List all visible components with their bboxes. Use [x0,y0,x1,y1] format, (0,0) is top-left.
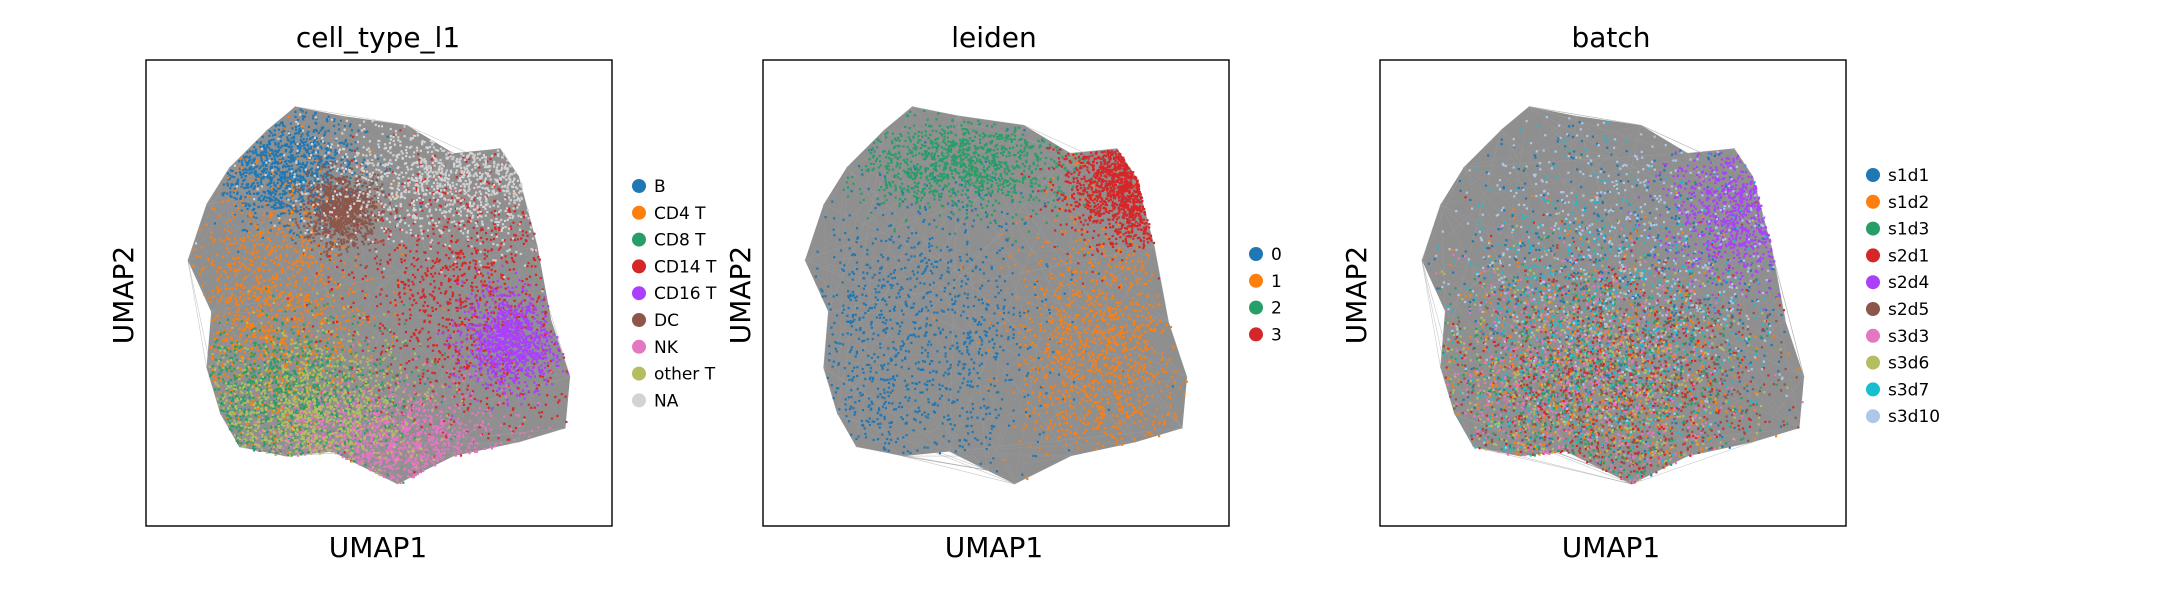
legend-label: other T [654,365,716,385]
category-points-1 [932,153,1188,481]
legend-label: s3d7 [1888,380,1929,400]
legend-marker [632,259,646,274]
category-points-s3d7 [1436,120,1770,479]
y-axis-label: UMAP2 [107,246,140,345]
legend-marker [632,366,646,381]
x-axis-label: UMAP1 [945,531,1044,564]
legend-label: s3d3 [1888,327,1929,347]
legend-label: s1d3 [1888,220,1929,240]
legend-label: s2d1 [1888,246,1929,266]
legend-marker [632,232,646,247]
category-points-nk [226,340,553,485]
legend-label: CD14 T [654,257,717,277]
scatter-points [814,109,1188,481]
legend-marker [1866,275,1880,290]
x-axis-label: UMAP1 [329,531,428,564]
legend-marker [1866,168,1880,182]
legend-label: s1d1 [1888,166,1929,186]
category-points-s3d3 [1435,178,1804,484]
legend-label: CD16 T [654,284,717,304]
category-points-s2d4 [1628,151,1781,346]
legend-marker [1866,302,1880,316]
panel-leiden: 0 1 2 3 leiden UMAP1 UMAP2 [724,21,1282,564]
legend-label: s3d10 [1888,407,1940,427]
legend-marker [1249,247,1263,261]
legend: 0 1 2 3 [1249,245,1282,345]
legend-label: B [654,177,666,197]
legend-marker [1866,328,1880,343]
legend-marker [1866,248,1880,263]
category-points-2 [842,109,1134,256]
panel-title: leiden [951,21,1037,54]
graph-edges [1421,106,1805,485]
legend-marker [1249,300,1263,315]
legend-label: s2d4 [1888,273,1929,293]
legend: B CD4 T CD8 T CD14 T CD16 T DC NK other T NA [632,177,717,411]
graph-edges-area [804,106,1188,485]
legend-label: 0 [1271,245,1282,265]
legend: s1d1 s1d2 s1d3 s2d1 s2d4 s2d5 s3d3 s3d6 s3d7 s3d1… [1866,166,1940,427]
legend-label: 1 [1271,272,1282,292]
legend-label: NK [654,338,679,358]
legend-label: DC [654,311,679,331]
legend-marker [1866,194,1880,209]
scatter-points [192,108,570,485]
category-points-na [195,113,544,293]
axes-frame [762,59,1230,527]
category-points-3 [1020,146,1160,289]
panel-batch: s1d1 s1d2 s1d3 s2d1 s2d4 s2d5 s3d3 s3d6 s3d7 s3d1… [1340,21,1940,564]
legend-marker [1866,221,1880,236]
y-axis-label: UMAP2 [724,246,757,345]
legend-marker [1866,382,1880,397]
scatter-points [1427,116,1804,484]
legend-label: s3d6 [1888,354,1929,374]
axes-frame [145,59,613,527]
legend-marker [632,286,646,301]
category-points-cd4-t [192,115,464,460]
legend-label: s1d2 [1888,193,1929,213]
category-points-cd16-t [436,264,570,418]
category-points-0 [814,128,1174,476]
legend-marker [632,393,646,408]
category-points-other-t [208,283,526,477]
x-axis-label: UMAP1 [1562,531,1661,564]
legend-marker [1866,355,1880,370]
legend-label: 2 [1271,299,1282,319]
panel-cell-type: B CD4 T CD8 T CD14 T CD16 T DC NK other T NA cell… [107,21,717,564]
legend-label: CD8 T [654,231,706,251]
legend-marker [632,205,646,220]
legend-marker [632,313,646,327]
legend-marker [632,339,646,354]
panel-title: cell_type_l1 [296,21,460,54]
axes-frame [1379,59,1847,527]
y-axis-label: UMAP2 [1340,246,1373,345]
legend-label: 3 [1271,325,1282,345]
category-points-s3d6 [1440,156,1789,481]
legend-marker [632,179,646,193]
legend-label: s2d5 [1888,300,1929,320]
legend-label: NA [654,391,679,411]
legend-marker [1249,273,1263,288]
legend-label: CD4 T [654,204,706,224]
legend-marker [1249,327,1263,342]
legend-marker [1866,409,1880,424]
category-points-s3d10 [1435,116,1788,449]
panel-title: batch [1571,21,1650,54]
